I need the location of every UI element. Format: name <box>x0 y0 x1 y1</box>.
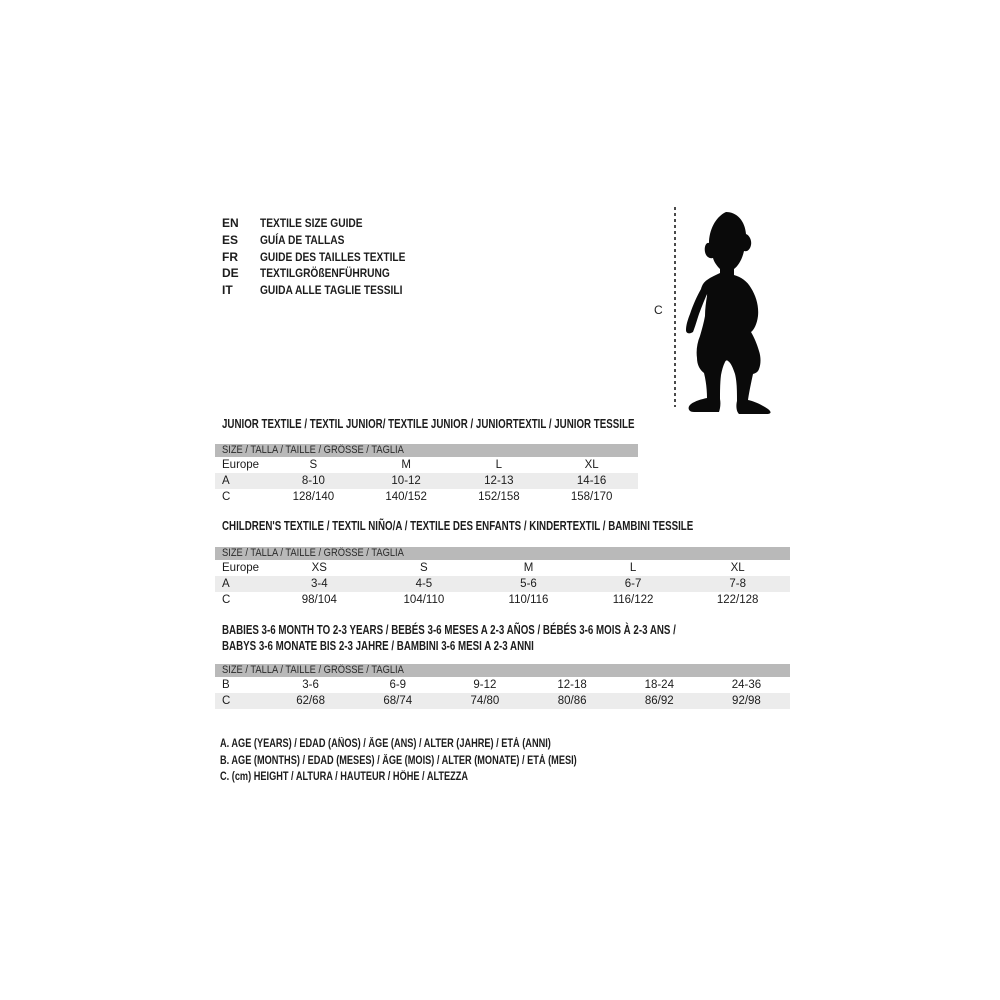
babies-size-bar: SIZE / TALLA / TAILLE / GRÖSSE / TAGLIA <box>215 664 790 677</box>
table-cell: 104/110 <box>403 594 445 606</box>
table-row: C 62/68 68/74 74/80 80/86 86/92 92/98 <box>215 693 790 709</box>
table-cell: 3-6 <box>302 679 319 691</box>
height-dotted-line <box>674 207 676 407</box>
table-cell: L <box>495 459 503 471</box>
language-row: EN TEXTILE SIZE GUIDE <box>222 215 431 232</box>
table-cell: M <box>523 562 534 574</box>
language-row: FR GUIDE DES TAILLES TEXTILE <box>222 249 431 266</box>
babies-size-table: B 3-6 6-9 9-12 12-18 18-24 24-36 C 62/68 68/74 74/… <box>215 677 790 709</box>
toddler-silhouette <box>686 212 771 414</box>
language-code: DE <box>222 266 239 281</box>
height-measure-label: C <box>654 303 663 317</box>
junior-size-bar: SIZE / TALLA / TAILLE / GRÖSSE / TAGLIA <box>215 444 638 457</box>
language-row: DE TEXTILGRÖßENFÜHRUNG <box>222 265 431 282</box>
language-code: IT <box>222 283 233 298</box>
table-cell: 18-24 <box>644 679 674 691</box>
table-cell: 122/128 <box>716 594 759 606</box>
table-row: Europe S M L XL <box>215 457 638 473</box>
language-label: TEXTILE SIZE GUIDE <box>260 216 363 230</box>
table-cell: XL <box>730 562 745 574</box>
table-cell: 80/86 <box>557 695 587 707</box>
language-label: GUIDA ALLE TAGLIE TESSILI <box>260 283 403 298</box>
table-cell: 74/80 <box>470 695 500 707</box>
table-cell: 8-10 <box>301 475 325 487</box>
legend-line-age-years: A. AGE (YEARS) / EDAD (AÑOS) / ÂGE (ANS)… <box>220 738 551 750</box>
children-table-title: CHILDREN'S TEXTILE / TEXTIL NIÑO/A / TEX… <box>222 519 694 533</box>
language-code: FR <box>222 249 238 264</box>
language-code: EN <box>222 216 239 230</box>
table-row: C 98/104 104/110 110/116 116/122 122/128 <box>215 592 790 608</box>
junior-table-title: JUNIOR TEXTILE / TEXTIL JUNIOR/ TEXTILE … <box>222 417 635 431</box>
row-label: C <box>222 491 231 503</box>
table-cell: 9-12 <box>473 679 497 691</box>
table-cell: 14-16 <box>576 475 607 487</box>
table-cell: 68/74 <box>383 695 413 707</box>
children-size-bar: SIZE / TALLA / TAILLE / GRÖSSE / TAGLIA <box>215 547 790 560</box>
language-label: TEXTILGRÖßENFÜHRUNG <box>260 266 390 281</box>
table-cell: 128/140 <box>292 491 335 503</box>
table-cell: 4-5 <box>415 578 433 590</box>
table-cell: XL <box>584 459 599 471</box>
table-cell: 6-7 <box>624 578 642 590</box>
table-cell: M <box>401 459 411 471</box>
legend-line-age-months: B. AGE (MONTHS) / EDAD (MESES) / ÂGE (MO… <box>220 754 577 767</box>
row-label: B <box>222 679 230 691</box>
table-row: B 3-6 6-9 9-12 12-18 18-24 24-36 <box>215 677 790 693</box>
table-cell: 10-12 <box>391 475 421 487</box>
row-label: C <box>222 695 231 707</box>
table-cell: 152/158 <box>478 491 520 503</box>
table-cell: XS <box>311 562 327 574</box>
table-cell: 158/170 <box>570 491 613 503</box>
table-cell: 24-36 <box>731 679 762 691</box>
language-header: EN TEXTILE SIZE GUIDE ES GUÍA DE TALLAS … <box>222 215 431 299</box>
measure-legend: A. AGE (YEARS) / EDAD (AÑOS) / ÂGE (ANS)… <box>220 736 666 786</box>
babies-table-title: BABIES 3-6 MONTH TO 2-3 YEARS / BEBÉS 3-… <box>222 623 676 654</box>
junior-size-table: Europe S M L XL A 8-10 10-12 12-13 14-16 C 128/140 1… <box>215 457 638 505</box>
table-cell: 7-8 <box>729 578 746 590</box>
table-cell: L <box>629 562 637 574</box>
table-cell: 116/122 <box>612 594 654 606</box>
table-row: A 8-10 10-12 12-13 14-16 <box>215 473 638 489</box>
table-cell: 98/104 <box>301 594 337 606</box>
legend-line-height-cm: C. (cm) HEIGHT / ALTURA / HAUTEUR / HÖHE… <box>220 771 469 784</box>
table-cell: 110/116 <box>508 594 549 606</box>
table-cell: 5-6 <box>520 578 537 590</box>
table-cell: 12-18 <box>557 679 587 691</box>
row-label: A <box>222 578 230 590</box>
row-label: Europe <box>222 459 260 471</box>
table-cell: 62/68 <box>296 695 325 707</box>
table-cell: 92/98 <box>732 695 761 707</box>
table-cell: S <box>309 459 318 471</box>
table-cell: 6-9 <box>389 679 407 691</box>
language-label: GUÍA DE TALLAS <box>260 232 345 247</box>
children-size-table: Europe XS S M L XL A 3-4 4-5 5-6 6-7 7-8 C 98/104 104/… <box>215 560 790 608</box>
row-label: Europe <box>222 562 260 574</box>
table-cell: 3-4 <box>310 578 328 590</box>
language-row: ES GUÍA DE TALLAS <box>222 232 431 249</box>
table-row: A 3-4 4-5 5-6 6-7 7-8 <box>215 576 790 592</box>
language-code: ES <box>222 232 239 247</box>
table-cell: 140/152 <box>385 491 427 503</box>
table-cell: 12-13 <box>484 475 514 487</box>
table-row: C 128/140 140/152 152/158 158/170 <box>215 489 638 505</box>
language-label: GUIDE DES TAILLES TEXTILE <box>260 249 406 264</box>
table-cell: S <box>420 562 428 574</box>
row-label: A <box>222 475 230 487</box>
language-row: IT GUIDA ALLE TAGLIE TESSILI <box>222 282 431 299</box>
table-cell: 86/92 <box>644 695 674 707</box>
table-row: Europe XS S M L XL <box>215 560 790 576</box>
row-label: C <box>222 594 231 606</box>
